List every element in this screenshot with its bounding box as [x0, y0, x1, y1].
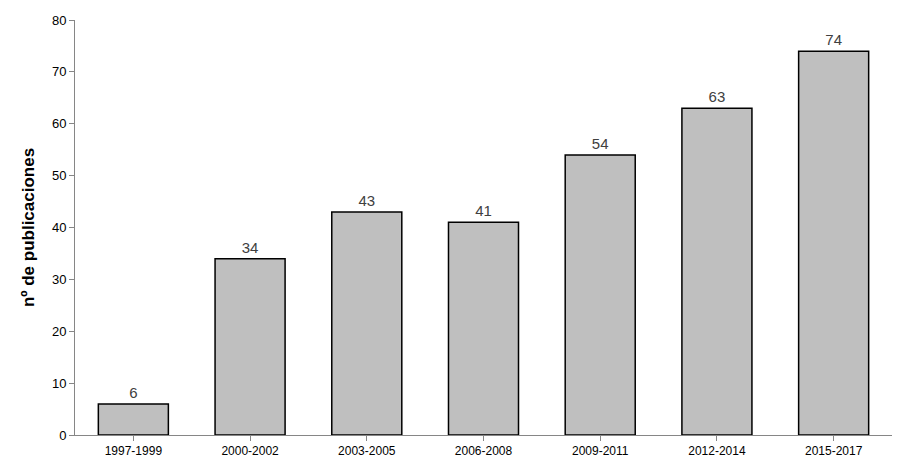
svg-text:30: 30 [52, 272, 66, 287]
svg-text:41: 41 [475, 202, 492, 219]
svg-text:80: 80 [52, 13, 66, 28]
svg-text:2015-2017: 2015-2017 [805, 444, 863, 458]
svg-text:10: 10 [52, 376, 66, 391]
svg-text:34: 34 [242, 239, 259, 256]
svg-text:2012-2014: 2012-2014 [688, 444, 746, 458]
svg-text:60: 60 [52, 116, 66, 131]
svg-text:2009-2011: 2009-2011 [572, 444, 629, 458]
svg-text:6: 6 [129, 384, 137, 401]
svg-text:50: 50 [52, 168, 66, 183]
svg-text:63: 63 [709, 88, 726, 105]
svg-text:40: 40 [52, 220, 66, 235]
svg-text:1997-1999: 1997-1999 [105, 444, 163, 458]
svg-text:0: 0 [59, 428, 66, 443]
svg-text:74: 74 [825, 31, 842, 48]
svg-text:54: 54 [592, 135, 609, 152]
svg-text:2006-2008: 2006-2008 [455, 444, 513, 458]
svg-text:70: 70 [52, 64, 66, 79]
svg-text:2003-2005: 2003-2005 [338, 444, 396, 458]
svg-text:43: 43 [358, 192, 375, 209]
svg-text:nº de publicaciones: nº de publicaciones [19, 148, 38, 307]
svg-text:2000-2002: 2000-2002 [221, 444, 279, 458]
svg-text:20: 20 [52, 324, 66, 339]
